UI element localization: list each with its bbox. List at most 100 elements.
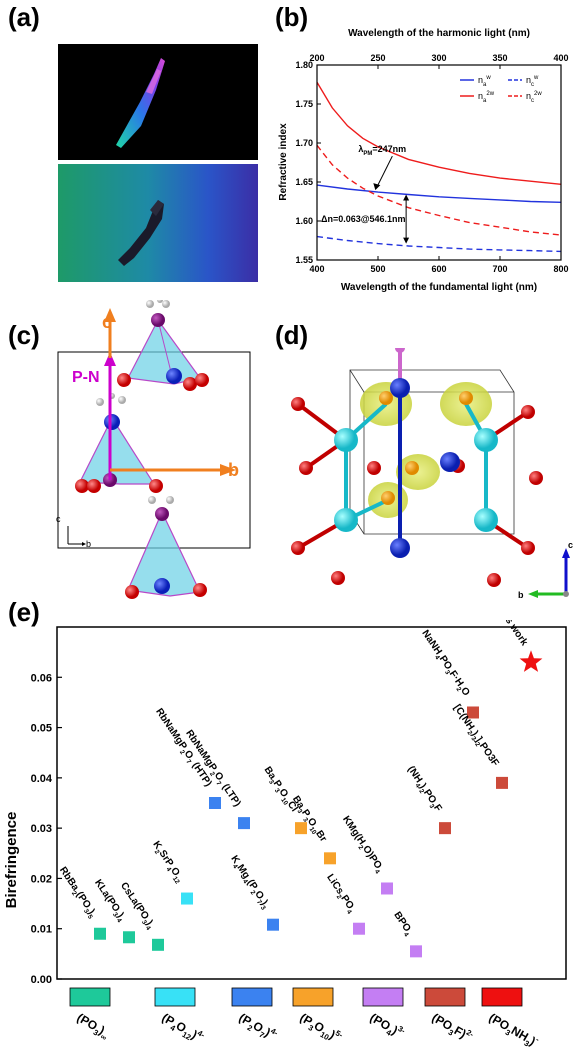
legend-swatch xyxy=(231,987,273,1007)
birefringence-chart: Birefringence 0.00 0.01 0.02 0.03 0.04 0.05 0.… xyxy=(3,620,567,1050)
axis-indicator: c b xyxy=(518,540,573,600)
y-tick-label: 0.00 xyxy=(31,974,52,986)
pm-arrow xyxy=(375,155,393,189)
data-point xyxy=(94,927,106,940)
data-point xyxy=(410,945,422,958)
x-axis-label: Wavelength of the fundamental light (nm) xyxy=(341,282,537,293)
legend-group-label: (PO3​F)2-​ xyxy=(428,1009,475,1047)
data-point xyxy=(496,776,508,789)
x-tick-label: 500 xyxy=(370,264,385,274)
data-point xyxy=(381,882,393,895)
point-label: Ba3​P3​O10​Cl xyxy=(260,765,300,815)
y-tick-label: 0.04 xyxy=(31,773,53,785)
y-tick-label: 1.75 xyxy=(295,99,313,109)
x2-tick-label: 250 xyxy=(370,53,385,63)
point-label: RbBa2​(PO3​)5​ xyxy=(55,865,98,921)
b-axis-arrowhead xyxy=(220,464,236,476)
y-tick-label: 1.80 xyxy=(295,60,313,70)
series-line xyxy=(317,144,561,236)
pn-vector-arrowhead xyxy=(104,352,116,366)
data-point-star xyxy=(519,650,543,672)
x2-axis-label: Wavelength of the harmonic light (nm) xyxy=(348,28,530,39)
pm-arrowhead xyxy=(373,183,381,191)
delta-n-arrowhead xyxy=(403,194,410,201)
x-tick-label: 600 xyxy=(431,264,446,274)
point-label: CsLa(PO3​)4​ xyxy=(116,881,157,932)
point-label: NaNH4​PO3​F·H2​O xyxy=(418,628,472,699)
annotations: λPM=247nm Δn=0.063@546.1nm xyxy=(321,144,410,244)
data-point xyxy=(467,706,479,719)
c-axis-label: c xyxy=(102,312,112,332)
b-axis-label: b xyxy=(228,460,239,480)
panel-label-b: (b) xyxy=(275,2,309,32)
x2-tick-label: 200 xyxy=(309,53,324,63)
legend-group-label: (PO3​)∞​ xyxy=(73,1010,112,1042)
small-b-label: b xyxy=(86,539,91,549)
data-point xyxy=(181,892,193,905)
point-label: BPO4​ xyxy=(390,910,415,939)
x-tick-label: 400 xyxy=(309,264,324,274)
delta-n-label: Δn=0.063@546.1nm xyxy=(321,214,406,224)
crystal-structure-c: P-N c b c b xyxy=(56,300,251,599)
data-point xyxy=(238,817,250,830)
point-label: KMg(H2​O)PO4​ xyxy=(338,814,385,875)
c-axis-arrowhead xyxy=(104,308,116,322)
legend-swatch xyxy=(69,987,111,1007)
atoms xyxy=(291,348,543,587)
plot-frame xyxy=(316,64,562,261)
legend-swatch xyxy=(292,987,334,1007)
x2-tick-label: 400 xyxy=(553,53,568,63)
po3nh3-tetrahedron xyxy=(117,300,209,391)
pn-label: P-N xyxy=(72,369,100,386)
data-point xyxy=(209,797,221,809)
point-label: LiCs2​PO4​ xyxy=(323,872,358,916)
legend-group-label: (P3​O10​)5-​ xyxy=(296,1009,345,1047)
crystal-photo-bright-field xyxy=(58,164,258,282)
legend-label: nc2w xyxy=(526,91,542,104)
series-line xyxy=(317,81,561,185)
legend-label: naw xyxy=(478,75,491,88)
legend-group-label: (P2​O7​)4-​ xyxy=(235,1009,280,1045)
panel-label-d: (d) xyxy=(275,320,309,350)
delta-n-arrowhead xyxy=(403,237,410,244)
d-axis-c-label: c xyxy=(568,540,573,550)
legend: naw ncw na2w nc2w xyxy=(460,75,542,104)
electron-density-isosurface xyxy=(360,382,492,518)
x-tick-label: 800 xyxy=(553,264,568,274)
x2-tick-label: 300 xyxy=(431,53,446,63)
crystal-structure-d: c b xyxy=(291,348,573,600)
y-tick-label: 0.01 xyxy=(31,924,52,936)
y-axis-label: Birefringence xyxy=(3,812,20,909)
point-label: Ba3​P3​O10​Br xyxy=(288,794,328,845)
legend-group-label: (P4​O12​)4-​ xyxy=(158,1009,207,1047)
po3nh3-tetrahedron xyxy=(125,496,207,599)
legend-label: ncw xyxy=(526,75,539,88)
legend-swatch xyxy=(481,987,523,1007)
series-line xyxy=(317,184,561,203)
small-c-label: c xyxy=(56,514,61,524)
legend-swatch xyxy=(154,987,196,1007)
series-line xyxy=(317,235,561,253)
crystal-polarized-image xyxy=(116,58,165,148)
y-tick-label: 0.02 xyxy=(31,873,52,885)
plot-frame xyxy=(56,626,567,980)
refractive-index-chart: Wavelength of the harmonic light (nm) Wa… xyxy=(278,28,569,293)
pm-label: λPM=247nm xyxy=(358,144,406,157)
legend-group-label: (PO4​)3-​ xyxy=(366,1009,407,1043)
data-point xyxy=(439,822,451,835)
y-axis-label: Refractive index xyxy=(278,123,289,201)
crystal-photo-polarized xyxy=(58,44,258,160)
y-tick-label: 1.65 xyxy=(295,177,313,187)
y-tick-label: 1.60 xyxy=(295,216,313,226)
data-point xyxy=(353,922,365,935)
y-tick-label: 1.70 xyxy=(295,138,313,148)
y-tick-label: 0.05 xyxy=(31,723,52,735)
legend-swatch xyxy=(424,987,466,1007)
d-axis-b-label: b xyxy=(518,590,524,600)
x2-tick-label: 350 xyxy=(492,53,507,63)
point-label: K4​Mg4​(P2​O7​)3​ xyxy=(227,854,272,912)
legend-swatch xyxy=(362,987,404,1007)
x-tick-label: 700 xyxy=(492,264,507,274)
po3nh3-tetrahedron xyxy=(75,393,163,493)
data-point xyxy=(267,918,279,931)
